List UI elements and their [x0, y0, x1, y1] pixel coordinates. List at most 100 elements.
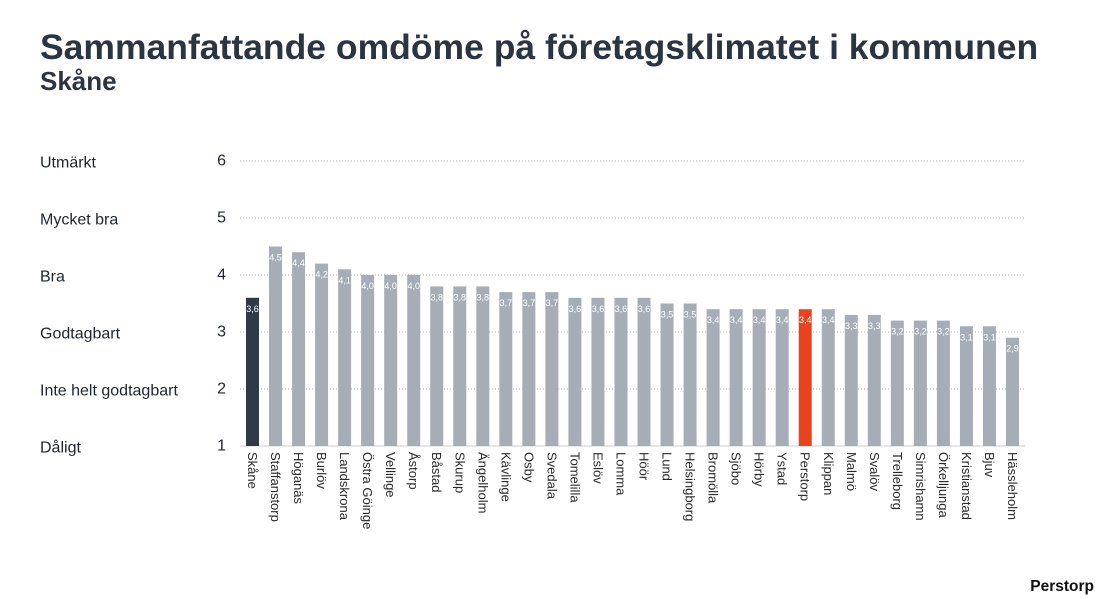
value-label: 3,3 — [845, 321, 858, 331]
y-scale-label: Dåligt — [40, 439, 81, 457]
category-label: Kristianstad — [959, 452, 974, 520]
y-scale-label: Bra — [40, 269, 65, 286]
category-label: Bjuv — [982, 452, 997, 478]
category-label: Staffanstorp — [268, 452, 283, 522]
value-label: 3,2 — [937, 327, 950, 337]
category-label: Örkelljunga — [936, 452, 951, 519]
category-label: Eslöv — [590, 452, 605, 484]
category-label: Burlöv — [314, 452, 329, 489]
value-label: 3,7 — [500, 298, 513, 308]
bar-hoor — [637, 297, 651, 446]
bar-skane — [246, 297, 259, 446]
value-label: 3,1 — [983, 332, 996, 342]
bar-kristianstad — [959, 326, 973, 446]
category-label: Svalöv — [867, 452, 882, 492]
gridlines — [240, 160, 1025, 447]
bar-staffanstorp — [269, 246, 283, 446]
bar-lomma — [614, 297, 628, 446]
bar-lund — [660, 303, 674, 446]
bar-sjobo — [729, 309, 743, 446]
y-tick-label: 6 — [217, 153, 226, 170]
category-label: Tomelilla — [567, 452, 582, 503]
value-label: 3,5 — [661, 310, 674, 320]
value-label: 3,4 — [730, 315, 743, 325]
bar-hoganas — [292, 252, 306, 446]
bar-svalov — [867, 314, 881, 446]
category-label: Åstorp — [406, 452, 421, 490]
y-tick-label: 4 — [217, 267, 226, 284]
bar-hassleholm — [1005, 337, 1019, 446]
bar-osby — [522, 292, 536, 446]
y-tick-label: 2 — [217, 381, 226, 398]
value-label: 3,6 — [592, 304, 605, 314]
chart-title: Sammanfattande omdöme på företagsklimate… — [40, 27, 1038, 67]
category-label: Ängelholm — [475, 452, 490, 513]
value-label: 3,7 — [546, 298, 559, 308]
bar-bastad — [430, 286, 444, 446]
value-label: 4,5 — [269, 253, 282, 263]
category-label: Höganäs — [291, 452, 306, 505]
category-label: Lomma — [613, 452, 628, 496]
value-label: 3,6 — [246, 304, 259, 314]
bar-klippan — [821, 309, 835, 446]
bar-perstorp — [798, 309, 812, 446]
value-label: 3,1 — [960, 332, 973, 342]
value-label: 4,0 — [384, 281, 397, 291]
category-label: Landskrona — [337, 452, 352, 521]
category-label: Hässleholm — [1005, 452, 1020, 520]
bar-burlov — [315, 263, 329, 446]
category-label: Höör — [637, 452, 652, 481]
category-label: Helsingborg — [683, 452, 698, 521]
value-label: 4,0 — [361, 281, 374, 291]
y-scale-label: Inte helt godtagbart — [40, 383, 178, 400]
y-scale-label: Mycket bra — [40, 212, 118, 229]
bar-astorp — [407, 275, 421, 446]
value-label: 3,7 — [523, 298, 536, 308]
value-label: 4,0 — [407, 281, 420, 291]
category-label: Östra Göinge — [360, 452, 375, 529]
bar-svedala — [545, 292, 559, 446]
y-tick-label: 5 — [217, 210, 226, 227]
category-label: Malmö — [844, 452, 859, 491]
category-label: Klippan — [821, 452, 836, 495]
bar-bjuv — [982, 326, 996, 446]
value-label: 3,8 — [454, 292, 467, 302]
y-scale-label: Godtagbart — [40, 326, 121, 343]
bars: 3,6 4,5 4,4 4,2 4,1 4,0 4,0 4,0 3,8 3,8 3,8 3,7 3,7 3… — [246, 246, 1019, 446]
value-label: 3,4 — [776, 315, 789, 325]
value-label: 3,8 — [477, 292, 490, 302]
category-label: Båstad — [429, 452, 444, 492]
value-label: 3,5 — [684, 310, 697, 320]
category-label: Lund — [660, 452, 675, 481]
bar-landskrona — [338, 269, 352, 446]
value-label: 4,1 — [338, 275, 351, 285]
value-label: 3,8 — [430, 292, 443, 302]
value-label: 3,4 — [822, 315, 835, 325]
value-label: 3,4 — [707, 315, 720, 325]
bar-angelholm — [476, 286, 490, 446]
bar-tomelilla — [568, 297, 582, 446]
bar-orkelljunga — [936, 320, 950, 446]
category-label: Hörby — [752, 452, 767, 487]
bar-vellinge — [384, 275, 398, 446]
category-label: Osby — [521, 452, 536, 483]
category-label: Kävlinge — [498, 452, 513, 502]
brand-name: Perstorp — [1030, 578, 1094, 595]
category-label: Ystad — [775, 452, 790, 485]
value-label: 3,4 — [799, 315, 812, 325]
category-label: Skåne — [245, 452, 260, 489]
chart-subtitle: Skåne — [40, 66, 117, 96]
category-label: Svedala — [544, 452, 559, 500]
value-label: 4,2 — [315, 270, 328, 280]
bar-malmo — [844, 314, 858, 446]
bar-bromolla — [706, 309, 720, 446]
y-tick-label: 1 — [217, 438, 226, 455]
value-label: 3,2 — [891, 327, 904, 337]
value-label: 3,4 — [753, 315, 766, 325]
bar-kavlinge — [499, 292, 513, 446]
bar-trelleborg — [890, 320, 904, 446]
y-axis: 1 Dåligt 2 Inte helt godtagbart 3 Godtagbart 4… — [40, 153, 226, 457]
value-label: 3,3 — [868, 321, 881, 331]
value-label: 3,2 — [914, 327, 927, 337]
